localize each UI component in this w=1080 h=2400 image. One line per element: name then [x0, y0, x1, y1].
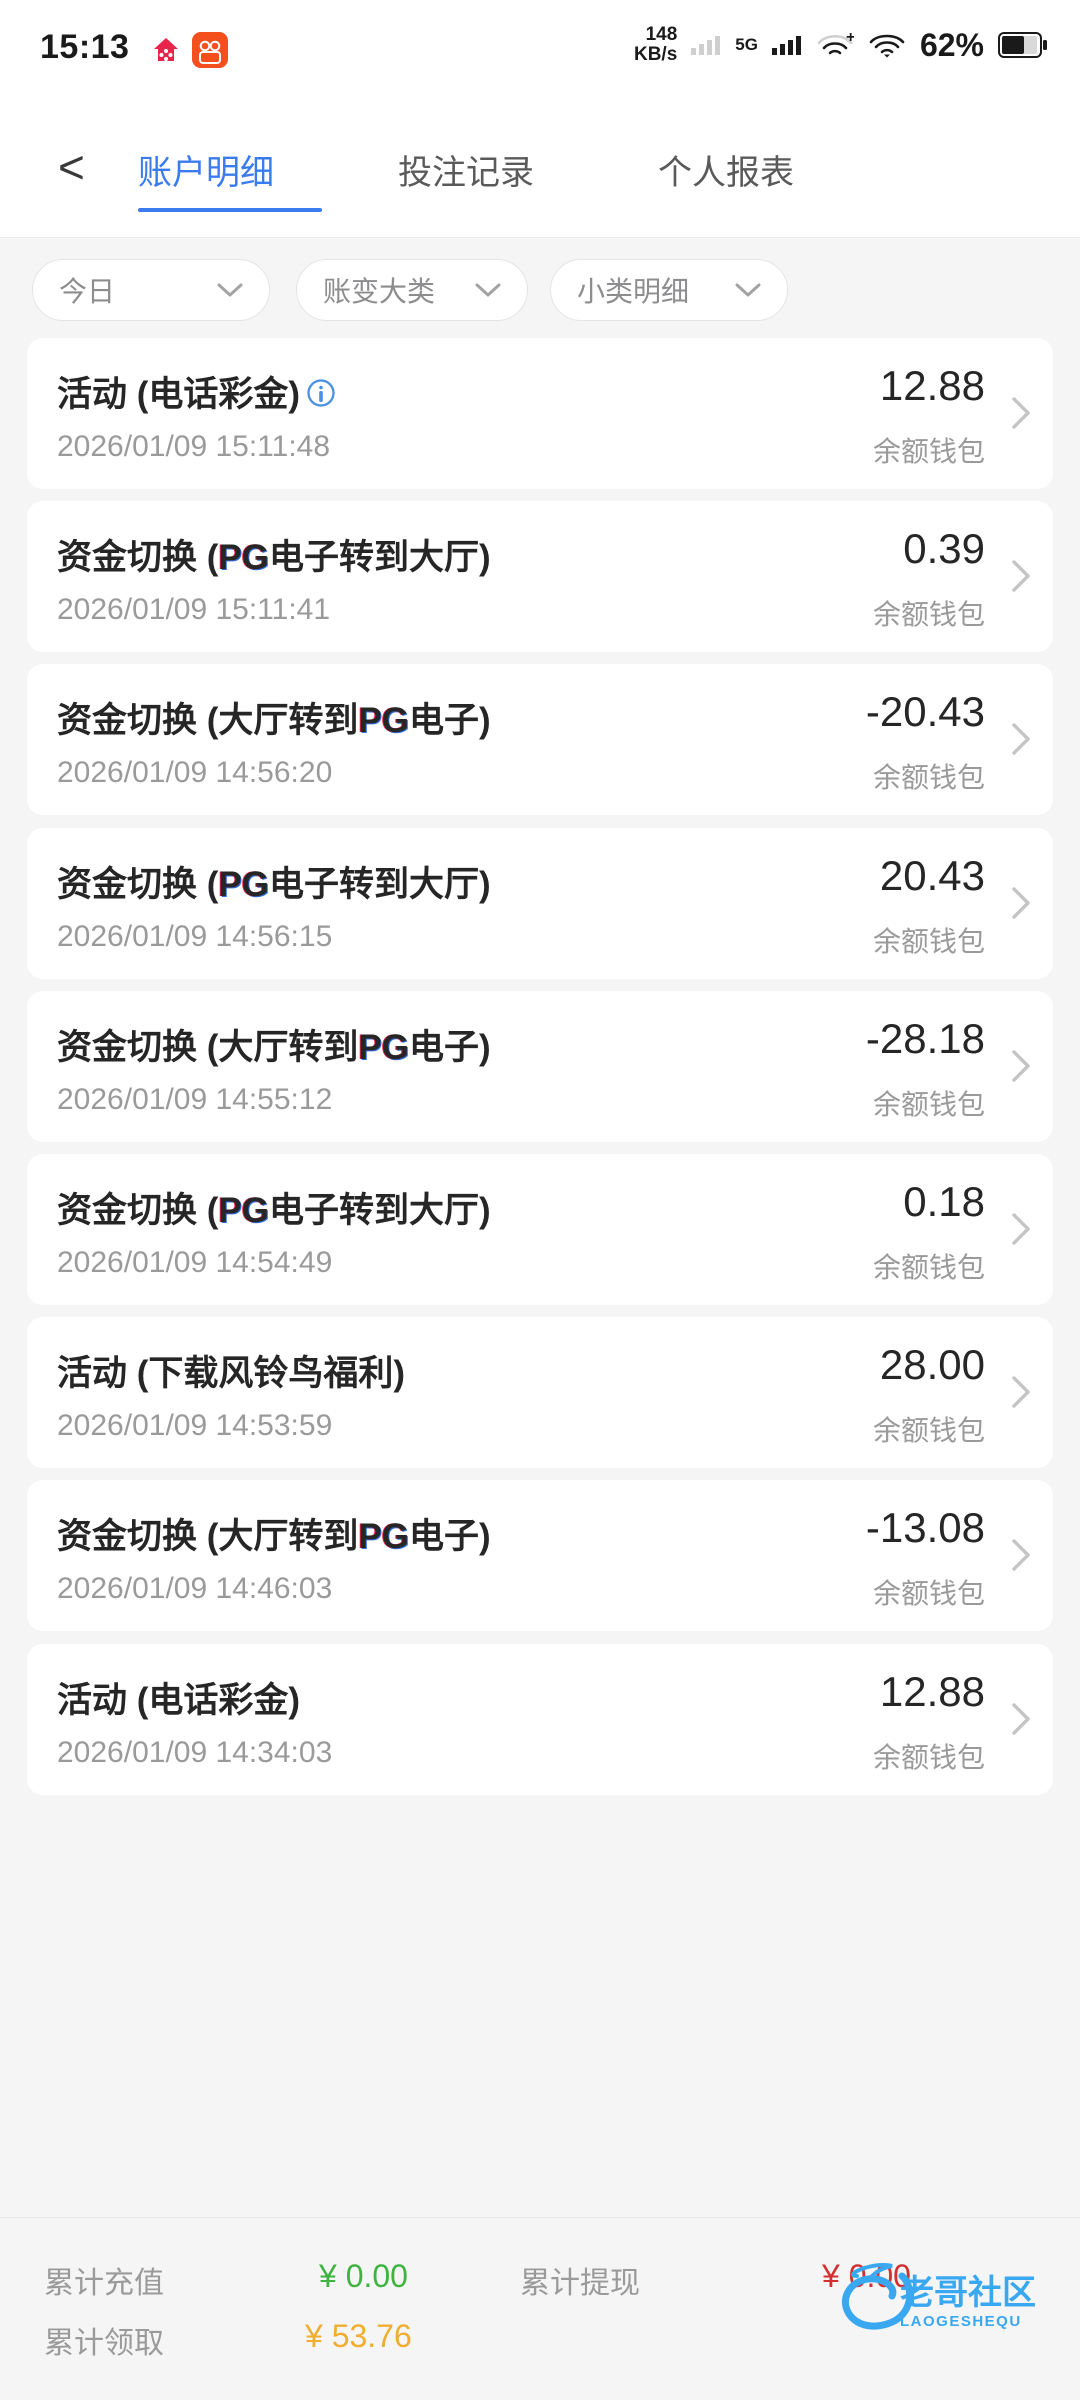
svg-text:老哥社区: 老哥社区 [900, 2274, 1036, 2312]
svg-text:LAOGESHEQU: LAOGESHEQU [900, 2313, 1022, 2330]
svg-text:+: + [846, 32, 854, 46]
